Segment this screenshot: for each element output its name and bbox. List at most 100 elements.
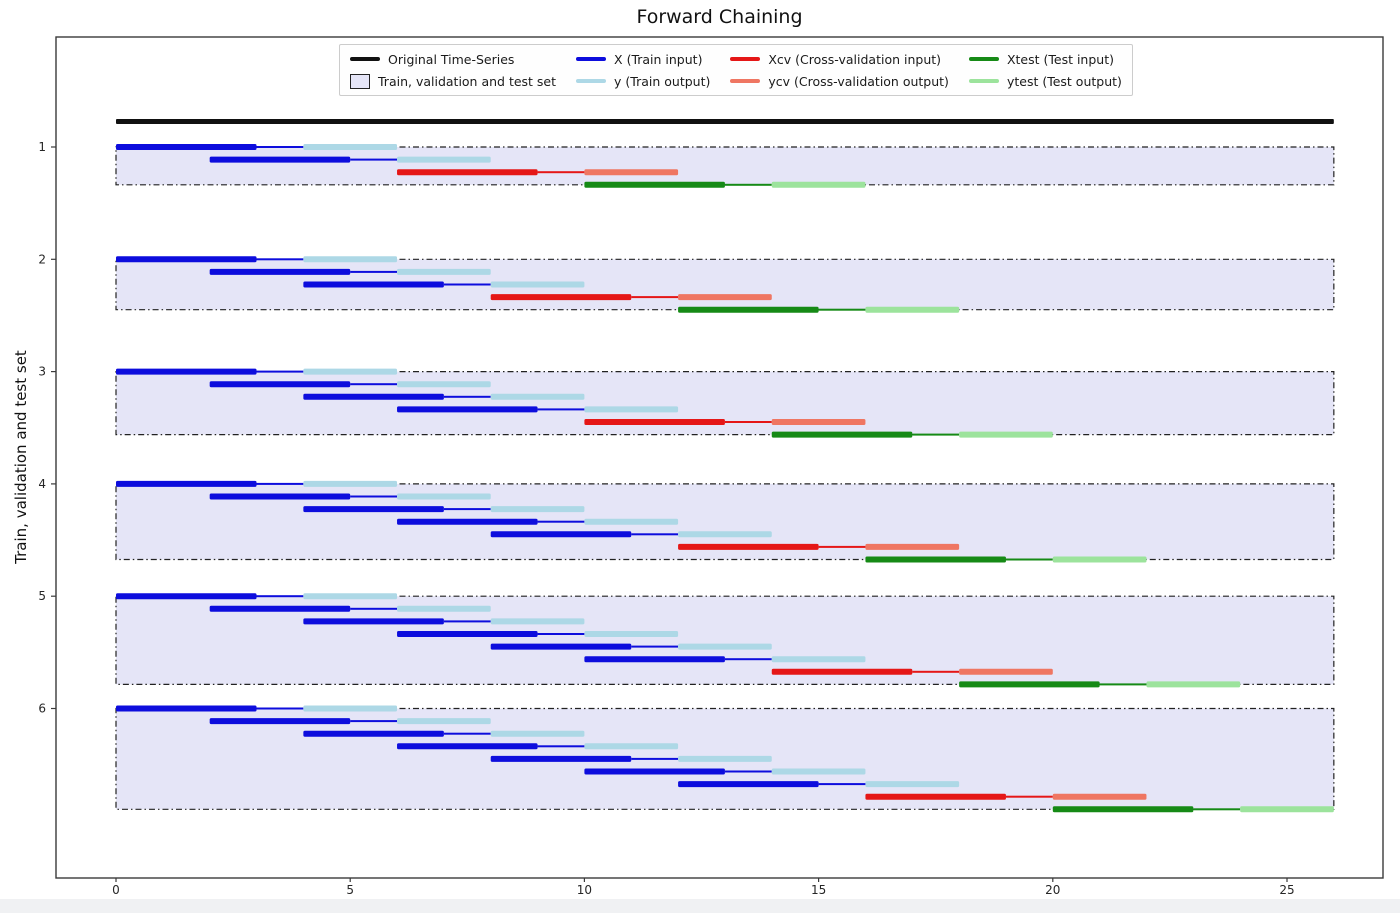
train-output-bar: [397, 493, 491, 500]
train-input-bar: [397, 518, 538, 525]
cv-output-bar: [865, 543, 960, 550]
legend-patch-swatch: [350, 73, 370, 89]
y-tick-label: 1: [38, 140, 46, 154]
test-output-bar: [865, 306, 960, 313]
train-input-bar: [397, 631, 538, 637]
test-connector: [1005, 558, 1053, 561]
cv-output-bar: [678, 294, 772, 301]
train-input-bar: [678, 781, 819, 788]
test-input-bar: [1052, 806, 1194, 813]
train-connector: [350, 158, 398, 161]
y-tick-label: 6: [38, 702, 46, 716]
train-input-bar: [116, 480, 257, 487]
train-output-bar: [584, 518, 679, 525]
test-input-bar: [678, 306, 819, 313]
train-input-bar: [397, 406, 538, 413]
test-connector: [1193, 808, 1241, 811]
train-input-bar: [303, 506, 444, 513]
cv-output-bar: [959, 668, 1053, 675]
train-input-bar: [303, 393, 444, 400]
train-input-bar: [209, 156, 351, 163]
legend-line-swatch: [350, 57, 380, 61]
train-connector: [537, 408, 585, 411]
legend-label: y (Train output): [614, 73, 711, 89]
test-output-bar: [771, 181, 866, 188]
cv-input-bar: [678, 543, 819, 550]
y-tick-label: 2: [38, 252, 46, 266]
train-output-bar: [303, 256, 398, 263]
train-input-bar: [490, 643, 632, 650]
legend: Original Time-Series Train, validation an…: [339, 44, 1133, 96]
cv-connector: [1005, 795, 1053, 798]
train-input-bar: [209, 605, 351, 612]
train-input-bar: [303, 730, 444, 737]
cv-input-bar: [771, 668, 913, 675]
train-output-bar: [303, 368, 398, 375]
train-output-bar: [397, 156, 491, 163]
train-output-bar: [303, 593, 398, 600]
legend-item: Train, validation and test set: [350, 73, 557, 89]
x-tick-label: 15: [811, 883, 826, 897]
cv-output-bar: [584, 169, 679, 176]
scrollbar-track: [0, 899, 1400, 913]
legend-item: X (Train input): [576, 52, 710, 67]
train-connector: [350, 720, 398, 723]
train-output-bar: [490, 281, 585, 288]
legend-item: Original Time-Series: [350, 52, 556, 67]
train-connector: [256, 482, 304, 485]
train-input-bar: [116, 368, 257, 375]
train-connector: [350, 383, 398, 386]
train-output-bar: [490, 393, 585, 400]
train-input-bar: [209, 493, 351, 500]
train-output-bar: [865, 781, 960, 788]
legend-label: ytest (Test output): [1006, 73, 1122, 89]
x-tick-label: 5: [346, 883, 354, 897]
train-connector: [537, 633, 585, 635]
train-input-bar: [490, 755, 632, 762]
train-output-bar: [397, 605, 491, 612]
original-series-line: [116, 119, 1334, 124]
train-output-bar: [678, 755, 772, 762]
train-connector: [537, 745, 585, 748]
train-input-bar: [116, 705, 257, 712]
test-connector: [724, 183, 772, 186]
test-connector: [912, 433, 960, 436]
legend-line-swatch: [968, 57, 999, 61]
train-output-bar: [303, 144, 398, 150]
train-input-bar: [116, 593, 257, 600]
cv-input-bar: [397, 169, 538, 176]
cv-input-bar: [584, 419, 725, 425]
cv-connector: [912, 670, 960, 673]
legend-label: Original Time-Series: [388, 51, 515, 67]
legend-label: Train, validation and test set: [378, 73, 557, 89]
test-input-bar: [584, 181, 725, 188]
train-connector: [443, 508, 491, 511]
cv-output-bar: [1052, 793, 1147, 800]
train-input-bar: [303, 618, 444, 625]
train-output-bar: [584, 743, 679, 750]
train-connector: [631, 533, 679, 536]
train-connector: [350, 270, 398, 273]
fold-box: [115, 146, 1335, 186]
train-output-bar: [397, 381, 491, 388]
train-output-bar: [678, 643, 772, 650]
x-tick-label: 10: [577, 883, 592, 897]
test-connector: [1099, 683, 1147, 686]
legend-line-swatch: [730, 79, 761, 83]
train-output-bar: [490, 618, 585, 625]
train-connector: [631, 757, 679, 760]
train-input-bar: [209, 268, 351, 275]
test-output-bar: [1146, 681, 1241, 688]
train-connector: [256, 707, 304, 710]
train-output-bar: [771, 768, 866, 775]
train-connector: [537, 520, 585, 523]
train-connector: [443, 283, 491, 286]
x-tick-label: 20: [1045, 883, 1060, 897]
train-input-bar: [584, 768, 725, 775]
train-output-bar: [303, 480, 398, 487]
chart-title: Forward Chaining: [636, 6, 803, 28]
y-tick-label: 5: [38, 589, 46, 603]
train-connector: [631, 645, 679, 648]
train-input-bar: [116, 144, 257, 150]
